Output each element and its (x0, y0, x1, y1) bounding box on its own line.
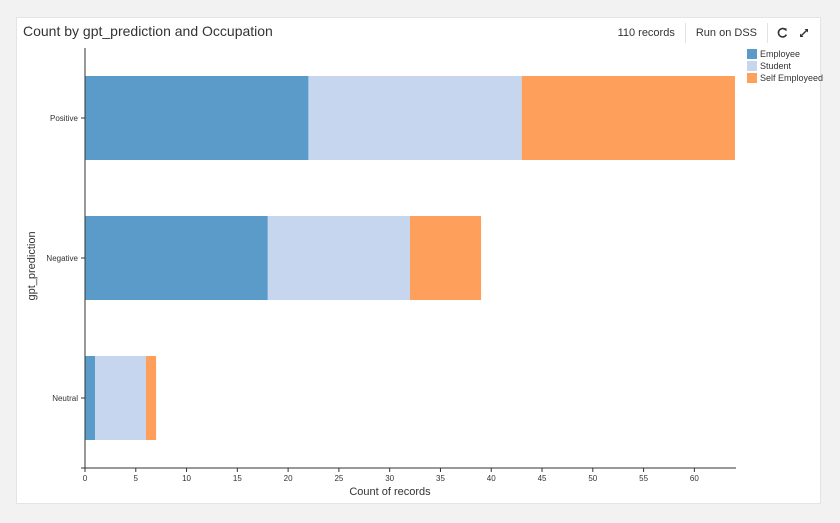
legend-item-employee[interactable]: Employee (747, 48, 823, 60)
x-tick-label: 25 (334, 474, 343, 483)
x-tick-label: 15 (233, 474, 242, 483)
chart-card: Count by gpt_prediction and Occupation 1… (16, 17, 823, 504)
bar-chart: Positive Negative Neutral 0 5 10 15 20 25 30 35 40 4… (26, 48, 736, 498)
bar-neutral-employee[interactable] (85, 356, 96, 440)
legend-swatch-employee (747, 49, 757, 59)
bar-neutral-self-employeed[interactable] (145, 356, 157, 440)
x-tick-label: 55 (639, 474, 648, 483)
y-axis-title: gpt_prediction (26, 231, 38, 300)
expand-icon[interactable] (796, 25, 812, 41)
refresh-icon[interactable] (774, 25, 790, 41)
y-tick-label: Negative (46, 254, 78, 263)
chart-title: Count by gpt_prediction and Occupation (23, 23, 273, 39)
x-tick-label: 20 (284, 474, 293, 483)
y-tick-label: Positive (50, 114, 79, 123)
x-tick-label: 0 (83, 474, 88, 483)
bar-negative-employee[interactable] (85, 216, 268, 300)
legend-item-student[interactable]: Student (747, 60, 823, 72)
bar-negative-student[interactable] (267, 216, 410, 300)
x-tick-label: 60 (690, 474, 699, 483)
bar-neutral-student[interactable] (95, 356, 146, 440)
legend-label-self-employeed: Self Employeed (760, 73, 824, 83)
legend-swatch-student (747, 61, 757, 71)
x-axis-title: Count of records (349, 486, 431, 498)
legend-label-student: Student (760, 61, 792, 71)
x-tick-label: 35 (436, 474, 445, 483)
x-tick-label: 40 (487, 474, 496, 483)
records-count: 110 records (617, 27, 675, 39)
x-tick-label: 5 (134, 474, 139, 483)
legend-swatch-self-employeed (747, 73, 757, 83)
x-tick-label: 45 (538, 474, 547, 483)
legend-item-self-employeed[interactable]: Self Employeed (747, 72, 823, 84)
bar-positive-employee[interactable] (85, 76, 309, 160)
toolbar-divider (767, 23, 768, 43)
legend-label-employee: Employee (760, 49, 801, 59)
x-tick-label: 10 (182, 474, 191, 483)
run-on-dss-button[interactable]: Run on DSS (695, 27, 757, 39)
bar-negative-self-employeed[interactable] (410, 216, 482, 300)
x-tick-label: 30 (385, 474, 394, 483)
y-tick-label: Neutral (52, 394, 78, 403)
bar-positive-self-employeed[interactable] (521, 76, 735, 160)
toolbar-divider (684, 23, 686, 43)
chart-toolbar: 110 records Run on DSS (608, 21, 812, 45)
chart-legend: Employee Student Self Employeed (747, 48, 823, 84)
x-tick-label: 50 (588, 474, 597, 483)
bar-positive-student[interactable] (308, 76, 522, 160)
